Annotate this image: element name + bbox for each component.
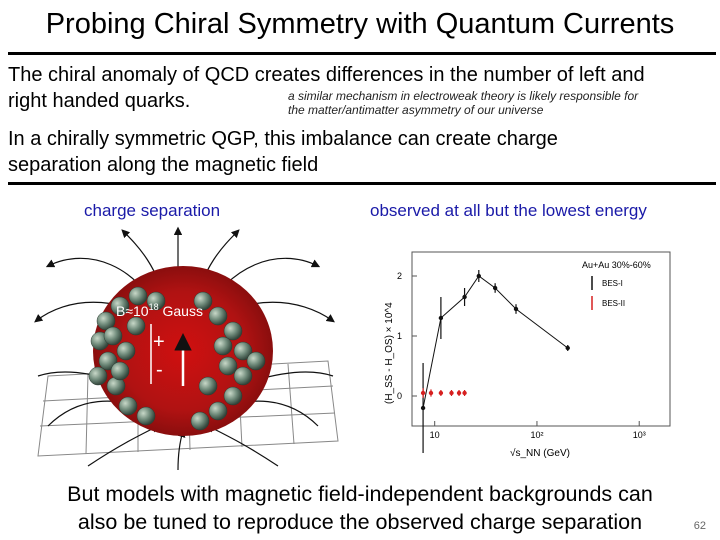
y-tick-label: 2 <box>397 271 402 281</box>
plot-frame <box>411 251 671 427</box>
bes1-point <box>420 405 426 411</box>
charge-separation-plot: 210 10 10² 10³ Au+Au 30%-60% BES-I BES-II … <box>384 251 671 459</box>
left-caption: charge separation <box>84 201 221 220</box>
bottom-line-2: also be tuned to reproduce the observed … <box>77 510 643 534</box>
legend-bes2-label: BES-II <box>602 299 625 308</box>
bes2-point <box>438 390 444 396</box>
plus-charge-label: + <box>153 331 165 353</box>
para-anomaly-line-1: The chiral anomaly of QCD creates differ… <box>8 64 645 86</box>
nucleus <box>88 266 273 436</box>
bes1-line <box>422 275 569 409</box>
x-tick-label: 10 <box>430 430 440 440</box>
bottom-line-1: But models with magnetic field-independe… <box>67 482 653 506</box>
bes2-point <box>462 390 467 396</box>
x-tick-label: 10³ <box>633 430 646 440</box>
field-label-unit: Gauss <box>159 303 203 319</box>
minus-charge-label: - <box>156 359 163 381</box>
bes2-point <box>420 390 426 396</box>
bes2-point <box>449 390 454 396</box>
para-anomaly: The chiral anomaly of QCD creates differ… <box>8 62 645 114</box>
bes2-point <box>456 390 462 396</box>
para-qgp-line-1: In a chirally symmetric QGP, this imbala… <box>8 128 558 150</box>
para-anomaly-line-2: right handed quarks. <box>8 90 191 112</box>
y-tick-label: 1 <box>397 331 402 341</box>
side-note: a similar mechanism in electroweak theor… <box>288 89 638 117</box>
field-label-base: B≈10 <box>116 303 149 319</box>
y-axis-label: (H_SS - H_OS) × 10^4 <box>384 302 395 404</box>
legend-title: Au+Au 30%-60% <box>582 260 651 270</box>
title-rule <box>8 52 716 55</box>
magnetic-field-figure: B≈1018 Gauss + - <box>34 226 339 470</box>
slide-title: Probing Chiral Symmetry with Quantum Cur… <box>45 8 675 40</box>
bottom-statement: But models with magnetic field-independe… <box>0 480 720 536</box>
field-label-exp: 18 <box>149 302 159 312</box>
x-axis-label: √s_NN (GeV) <box>510 447 570 459</box>
side-note-line-2: the matter/antimatter asymmetry of our u… <box>288 103 544 117</box>
para-qgp-line-2: separation along the magnetic field <box>8 154 319 176</box>
page-number: 62 <box>693 520 706 532</box>
charge-axis <box>150 324 192 386</box>
right-caption: observed at all but the lowest energy <box>370 201 647 220</box>
field-strength-label: B≈1018 Gauss <box>116 302 203 319</box>
bes2-point <box>428 390 434 396</box>
legend-bes1-label: BES-I <box>602 279 623 288</box>
x-axis-ticks: 10 10² 10³ <box>430 421 646 440</box>
plot-legend: Au+Au 30%-60% BES-I BES-II <box>582 260 651 310</box>
x-tick-label: 10² <box>530 430 543 440</box>
y-axis-ticks: 2 1 0 <box>397 271 417 401</box>
y-tick-label: 0 <box>397 391 402 401</box>
para-qgp: In a chirally symmetric QGP, this imbala… <box>8 126 558 178</box>
side-note-line-1: a similar mechanism in electroweak theor… <box>288 89 639 103</box>
data-marks <box>420 270 570 453</box>
section-rule <box>8 182 716 185</box>
